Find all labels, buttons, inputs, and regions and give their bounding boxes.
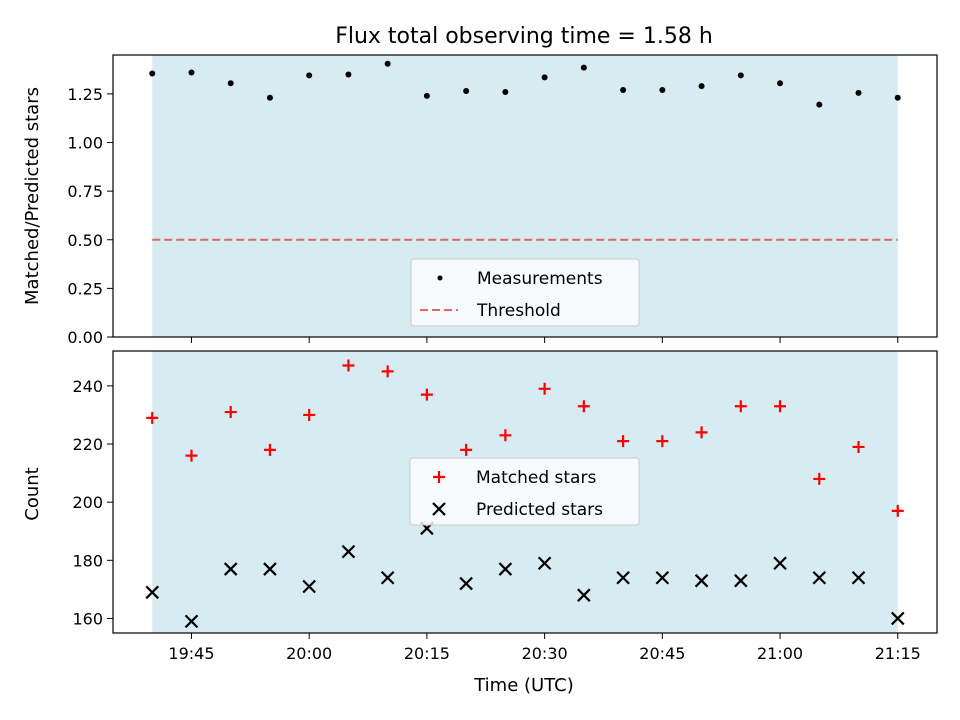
x-tick-label: 19:45 [168, 644, 214, 663]
chart-title: Flux total observing time = 1.58 h [335, 24, 713, 49]
data-point [263, 443, 276, 456]
y-tick-label: 0.00 [67, 328, 103, 347]
data-point [894, 94, 901, 101]
data-point [263, 562, 277, 576]
legend-box [409, 457, 640, 526]
plot-frame [112, 54, 938, 338]
data-point [302, 579, 316, 594]
x-tick-label: 21:00 [757, 644, 803, 663]
legend-label: Predicted stars [476, 500, 603, 520]
y-tick-label: 0.75 [67, 182, 103, 201]
data-point [380, 570, 395, 585]
data-point [184, 614, 199, 629]
y-tick-label: 240 [72, 377, 103, 396]
data-point [659, 87, 666, 94]
data-point [224, 406, 237, 419]
data-point [146, 411, 159, 424]
data-point [855, 89, 862, 96]
data-point [345, 71, 352, 78]
data-point [149, 70, 156, 77]
y-tick-label: 220 [72, 435, 103, 454]
data-point [734, 573, 748, 588]
data-point [695, 426, 708, 439]
legend-label: Measurements [477, 269, 603, 289]
x-axis-label: Time (UTC) [473, 675, 574, 696]
data-point [851, 570, 866, 585]
x-tick-label: 20:45 [639, 644, 685, 663]
data-point [384, 60, 391, 67]
data-point [420, 388, 433, 401]
data-point [460, 443, 473, 456]
data-point [891, 504, 904, 517]
data-point [341, 544, 356, 559]
data-point [463, 87, 470, 94]
data-point [698, 83, 705, 90]
legend: Measurements Threshold [410, 258, 640, 327]
data-point [577, 588, 591, 602]
legend-box [410, 258, 640, 327]
data-point [774, 400, 787, 413]
data-point [185, 449, 198, 462]
data-point [223, 562, 238, 576]
data-point [852, 440, 865, 453]
y-tick-label: 1.25 [67, 85, 103, 104]
data-point [498, 562, 513, 576]
top-panel: 0.00 0.25 0.50 0.75 1.00 1.25 Measurements Thre… [67, 54, 938, 347]
bottom-y-axis-label: Count [22, 467, 43, 520]
data-point [381, 365, 394, 378]
data-point [620, 87, 627, 94]
data-point [890, 611, 905, 626]
top-y-axis-label: Matched/Predicted stars [22, 87, 43, 305]
data-point [616, 570, 630, 585]
data-point [734, 400, 747, 413]
data-point [502, 88, 509, 95]
y-tick-label: 160 [72, 609, 103, 628]
data-point [145, 585, 160, 600]
data-point [813, 472, 826, 485]
legend: Matched stars Predicted stars [409, 457, 640, 526]
y-tick-label: 200 [72, 493, 103, 512]
x-tick-label: 20:15 [404, 644, 450, 663]
data-point [266, 94, 273, 101]
data-point [499, 429, 512, 442]
legend-label: Threshold [476, 301, 561, 321]
data-point [342, 359, 355, 372]
data-point [577, 400, 590, 413]
y-tick-label: 0.50 [67, 231, 103, 250]
x-tick-label: 21:15 [875, 644, 921, 663]
data-point [777, 80, 784, 87]
data-point [656, 435, 669, 448]
data-point [580, 64, 587, 71]
data-point [773, 556, 787, 571]
data-point [459, 576, 473, 591]
y-tick-label: 1.00 [67, 134, 103, 153]
x-tick-label: 20:30 [522, 644, 568, 663]
legend-label: Matched stars [476, 468, 596, 488]
data-point [541, 74, 548, 81]
data-point [694, 573, 709, 588]
data-point [812, 570, 827, 585]
x-tick-label: 20:00 [286, 644, 332, 663]
data-point [423, 92, 430, 99]
legend-marker [432, 502, 446, 516]
plot-frame [112, 350, 938, 634]
data-point [655, 570, 670, 585]
y-tick-label: 0.25 [67, 279, 103, 298]
data-point [188, 69, 195, 76]
data-point [737, 72, 744, 79]
bottom-panel: 160 180 200 220 240 19:45 20:00 20:15 20:30 20:45… [72, 350, 938, 663]
data-point [227, 80, 234, 87]
legend-marker [437, 275, 443, 281]
data-point [617, 435, 630, 448]
legend-marker [433, 471, 445, 483]
y-tick-label: 180 [72, 551, 103, 570]
data-point [538, 382, 551, 395]
data-point [306, 72, 313, 79]
data-point [537, 556, 552, 571]
data-point [816, 101, 823, 108]
data-point [303, 408, 316, 421]
